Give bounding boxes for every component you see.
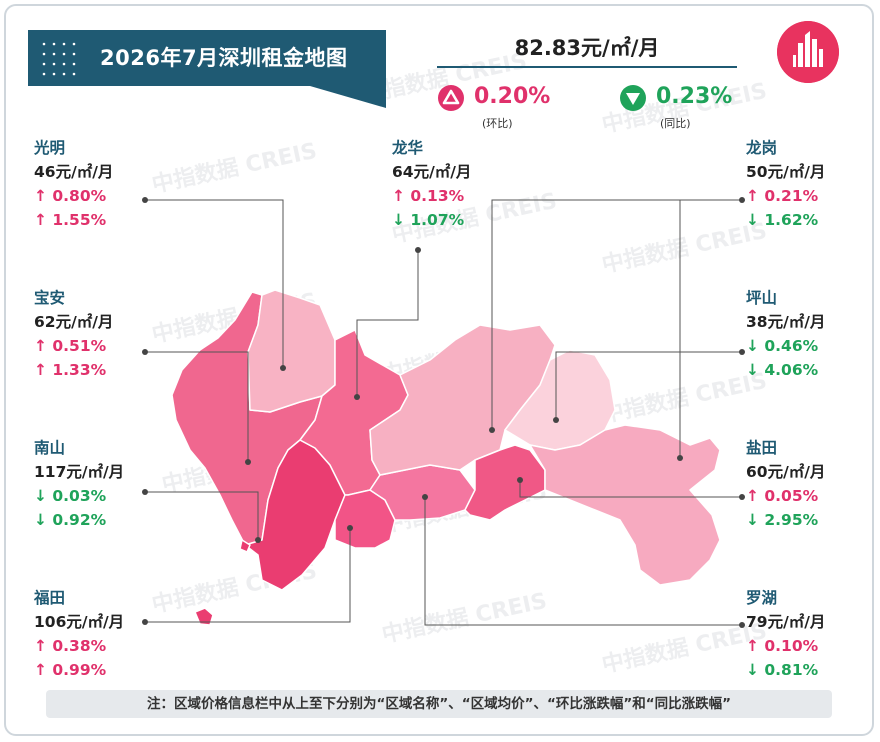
- leader-dot: [489, 427, 495, 433]
- district-pingshan: 坪山 38元/㎡/月 ↓ 0.46% ↓ 4.06%: [746, 286, 825, 382]
- district-price: 64元/㎡/月: [392, 163, 472, 181]
- district-price: 50元/㎡/月: [746, 163, 826, 181]
- leader-line: [491, 199, 742, 430]
- leader-dot: [553, 417, 559, 423]
- district-price: 79元/㎡/月: [746, 613, 826, 631]
- district-yoy: ↑ 0.99%: [34, 661, 107, 679]
- leader-dot: [142, 197, 148, 203]
- district-yoy: ↓ 0.92%: [34, 511, 107, 529]
- leader-dot: [739, 494, 745, 500]
- district-name: 福田: [34, 589, 66, 607]
- district-mom: ↑ 0.13%: [392, 187, 465, 205]
- district-longhua: 龙华 64元/㎡/月 ↑ 0.13% ↓ 1.07%: [392, 136, 471, 232]
- leader-dot: [517, 477, 523, 483]
- district-yoy: ↓ 0.81%: [746, 661, 819, 679]
- leader-dot: [347, 525, 353, 531]
- leader-dot: [739, 349, 745, 355]
- triangle-down-icon: [620, 85, 646, 111]
- district-mom: ↓ 0.03%: [34, 487, 107, 505]
- district-baoan: 宝安 62元/㎡/月 ↑ 0.51% ↑ 1.33%: [34, 286, 113, 382]
- district-price: 60元/㎡/月: [746, 463, 826, 481]
- triangle-up-icon: [438, 85, 464, 111]
- avg-price: 82.83元/㎡/月: [514, 36, 660, 60]
- district-mom: ↑ 0.05%: [746, 487, 819, 505]
- district-yoy: ↓ 2.95%: [746, 511, 819, 529]
- leader-dot: [255, 537, 261, 543]
- leader-dot: [142, 349, 148, 355]
- district-mom: ↑ 0.38%: [34, 637, 107, 655]
- guangming-region: [247, 289, 336, 413]
- yoy-label: (同比): [660, 117, 691, 130]
- luohu-region: [369, 464, 476, 521]
- leader-line: [145, 351, 249, 462]
- district-mom: ↑ 0.51%: [34, 337, 107, 355]
- leader-line: [356, 250, 419, 397]
- district-futian: 福田 106元/㎡/月 ↑ 0.38% ↑ 0.99%: [34, 586, 124, 682]
- mom-label: (环比): [482, 117, 513, 130]
- leader-line: [519, 480, 742, 498]
- district-name: 南山: [34, 439, 66, 457]
- title-tail: [310, 86, 386, 108]
- district-name: 盐田: [746, 439, 778, 457]
- district-yoy: ↑ 1.55%: [34, 211, 107, 229]
- district-price: 117元/㎡/月: [34, 463, 125, 481]
- longgang-region: [369, 324, 556, 476]
- district-name: 坪山: [746, 289, 778, 307]
- district-name: 龙岗: [746, 139, 778, 157]
- east-region: [529, 424, 721, 586]
- city-skyline-logo: [777, 21, 839, 83]
- district-yantian: 盐田 60元/㎡/月 ↑ 0.05% ↓ 2.95%: [746, 436, 825, 532]
- leader-line: [145, 199, 284, 368]
- district-guangming: 光明 46元/㎡/月 ↑ 0.80% ↑ 1.55%: [34, 136, 113, 232]
- leader-dot: [739, 622, 745, 628]
- district-name: 光明: [34, 139, 66, 157]
- footnote: 注：区域价格信息栏中从上至下分别为“区域名称”、“区域均价”、“环比涨跌幅”和“…: [46, 690, 832, 718]
- page-title: 2026年7月深圳租金地图: [100, 46, 348, 70]
- district-name: 宝安: [34, 289, 66, 307]
- leader-dot: [142, 489, 148, 495]
- leader-line: [145, 491, 259, 540]
- leader-line: [145, 528, 351, 623]
- district-name: 罗湖: [746, 589, 778, 607]
- district-price: 46元/㎡/月: [34, 163, 114, 181]
- district-yoy: ↓ 1.62%: [746, 211, 819, 229]
- dots-icon: [42, 42, 76, 76]
- leader-line: [679, 199, 742, 458]
- district-price: 38元/㎡/月: [746, 313, 826, 331]
- district-yoy: ↑ 1.33%: [34, 361, 107, 379]
- leader-dot: [415, 247, 421, 253]
- mom-value: 0.20%: [474, 84, 551, 109]
- leader-dot: [739, 197, 745, 203]
- district-price: 106元/㎡/月: [34, 613, 125, 631]
- district-price: 62元/㎡/月: [34, 313, 114, 331]
- district-luohu: 罗湖 79元/㎡/月 ↑ 0.10% ↓ 0.81%: [746, 586, 825, 682]
- leader-line: [424, 497, 742, 626]
- district-mom: ↑ 0.21%: [746, 187, 819, 205]
- district-mom: ↑ 0.80%: [34, 187, 107, 205]
- district-mom: ↑ 0.10%: [746, 637, 819, 655]
- leader-dot: [280, 365, 286, 371]
- divider: [437, 66, 737, 68]
- district-longgang: 龙岗 50元/㎡/月 ↑ 0.21% ↓ 1.62%: [746, 136, 825, 232]
- leader-dot: [245, 459, 251, 465]
- nanshan-region: [244, 439, 346, 591]
- title-banner: [28, 30, 386, 86]
- leader-dot: [142, 619, 148, 625]
- district-name: 龙华: [392, 139, 424, 157]
- district-mom: ↓ 0.46%: [746, 337, 819, 355]
- district-nanshan: 南山 117元/㎡/月 ↓ 0.03% ↓ 0.92%: [34, 436, 124, 532]
- district-yoy: ↓ 4.06%: [746, 361, 819, 379]
- district-yoy: ↓ 1.07%: [392, 211, 465, 229]
- island-region: [239, 539, 251, 553]
- leader-dot: [354, 394, 360, 400]
- yoy-value: 0.23%: [656, 84, 733, 109]
- leader-dot: [677, 455, 683, 461]
- leader-dot: [422, 494, 428, 500]
